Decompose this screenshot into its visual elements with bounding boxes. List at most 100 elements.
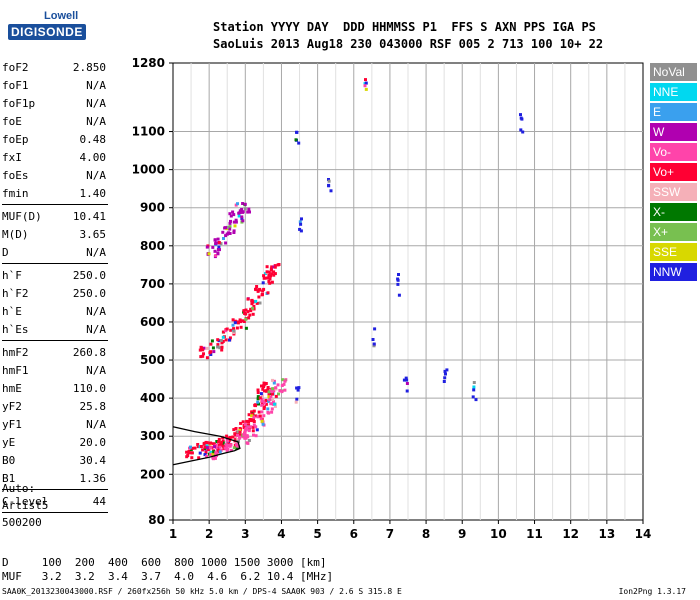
echo-point <box>215 440 219 443</box>
echo-point <box>273 265 277 269</box>
parameter-value: 10.41 <box>72 209 106 223</box>
echo-point <box>205 446 209 450</box>
echo-point <box>236 202 239 206</box>
echo-point <box>266 407 270 411</box>
echo-point <box>218 450 222 454</box>
legend-item-x-: X- <box>650 203 697 221</box>
echo-point <box>273 404 277 408</box>
echo-point <box>220 348 224 352</box>
footer-info: SAA0K_2013230043000.RSF / 260fx256h 50 k… <box>2 587 402 596</box>
echo-point <box>267 270 271 274</box>
echo-point <box>405 378 409 382</box>
echo-point <box>207 252 211 256</box>
echo-point <box>216 447 220 451</box>
echo-point <box>234 220 238 224</box>
parameter-value: N/A <box>86 304 106 318</box>
echo-point <box>274 386 278 390</box>
parameter-name: hmF1 <box>2 363 29 377</box>
echo-point <box>246 297 250 301</box>
parameter-name: B0 <box>2 453 16 467</box>
x-tick-label: 9 <box>458 527 466 541</box>
parameter-separator <box>2 512 108 513</box>
echo-point <box>202 346 206 350</box>
echo-point <box>236 434 239 437</box>
echo-point <box>260 384 263 388</box>
echo-point <box>405 389 409 393</box>
echo-point <box>228 225 232 229</box>
parameter-value: 4.00 <box>79 150 107 164</box>
echo-point <box>271 387 275 391</box>
parameters-panel: foF2 2.850 foF1 N/A foF1p N/A foE N/A foEp 0.48 fx… <box>2 58 108 515</box>
parameter-value: N/A <box>86 96 106 110</box>
parameter-row: h`E N/A <box>2 302 108 320</box>
echo-point <box>198 451 202 455</box>
echo-point <box>199 355 203 359</box>
x-tick-label: 3 <box>241 527 249 541</box>
echo-point <box>221 439 225 443</box>
echo-point <box>519 113 522 117</box>
echo-point <box>242 309 246 313</box>
echo-point <box>297 386 301 390</box>
echo-point <box>252 433 255 437</box>
echo-point <box>471 395 475 399</box>
echo-point <box>327 179 331 183</box>
parameter-value: 3.65 <box>79 227 107 241</box>
echo-point <box>234 218 238 222</box>
echo-point <box>251 306 255 310</box>
echo-point <box>232 229 236 233</box>
echo-point <box>242 426 246 430</box>
autoscaling-info: Auto: Artist5 500200 <box>2 480 48 531</box>
echo-point <box>241 202 245 205</box>
echo-point <box>222 237 225 240</box>
parameter-value: N/A <box>86 245 106 259</box>
echo-point <box>205 346 209 350</box>
echo-point <box>206 447 210 451</box>
parameter-value: 25.8 <box>79 399 107 413</box>
echo-point <box>371 338 375 341</box>
echo-point <box>258 301 262 305</box>
echo-point <box>209 342 213 346</box>
echo-point <box>262 287 266 291</box>
echo-point <box>246 310 250 314</box>
parameter-name: foF1p <box>2 96 36 110</box>
y-tick-label: 1000 <box>132 163 165 177</box>
parameter-row: yE 20.0 <box>2 433 108 451</box>
echo-point <box>247 423 251 427</box>
echo-point <box>298 227 302 231</box>
parameter-separator <box>2 263 108 264</box>
echo-point <box>364 87 368 91</box>
legend-item-x-: X+ <box>650 223 697 241</box>
echo-point <box>520 117 524 121</box>
echo-point <box>444 372 447 376</box>
parameter-name: yF1 <box>2 417 22 431</box>
echo-point <box>243 202 247 206</box>
echo-point <box>231 210 235 214</box>
echo-point <box>327 178 330 181</box>
x-tick-label: 11 <box>526 527 543 541</box>
echo-point <box>266 291 270 295</box>
echo-point <box>231 318 235 322</box>
echo-point <box>246 441 250 445</box>
echo-point <box>212 442 215 446</box>
x-tick-label: 4 <box>277 527 285 541</box>
legend-item-nne: NNE <box>650 83 697 101</box>
echo-point <box>247 427 251 431</box>
parameter-row: h`F2 250.0 <box>2 284 108 302</box>
y-tick-label: 1280 <box>132 56 165 70</box>
echo-point <box>256 289 260 293</box>
echo-point <box>260 410 264 414</box>
echo-point <box>225 232 229 236</box>
echo-point <box>258 396 262 400</box>
echo-point <box>205 356 209 360</box>
echo-point <box>271 392 274 396</box>
echo-point <box>243 422 247 426</box>
parameter-row: fxI 4.00 <box>2 148 108 166</box>
echo-point <box>203 445 207 449</box>
echo-point <box>217 241 221 244</box>
echo-point <box>224 338 228 342</box>
parameter-name: foE <box>2 114 22 128</box>
polarization-legend: NoVal NNE E W Vo- Vo+ SSW X- X+ SSE NNW <box>650 63 697 283</box>
x-tick-label: 7 <box>386 527 394 541</box>
echo-point <box>298 220 302 224</box>
parameter-row: foF1p N/A <box>2 94 108 112</box>
